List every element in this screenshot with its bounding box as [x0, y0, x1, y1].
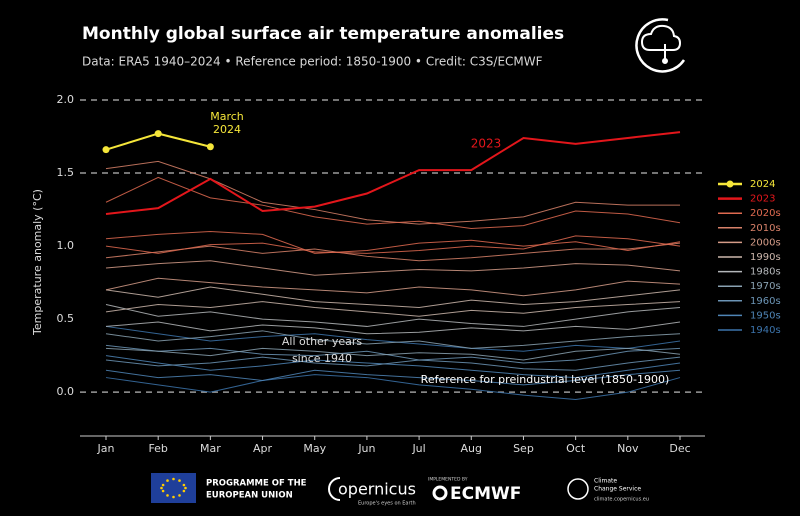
y-tick-label: 0.5 — [57, 312, 75, 325]
year-line — [105, 330, 681, 349]
annotation: 2024 — [213, 123, 241, 136]
year-line — [105, 242, 681, 262]
legend-label: 2023 — [750, 194, 775, 205]
year-line — [105, 277, 681, 297]
footer — [0, 466, 800, 516]
year-line — [105, 286, 681, 308]
year-line — [105, 374, 681, 400]
y-tick-label: 1.5 — [57, 166, 75, 179]
highlight-line — [105, 131, 681, 215]
x-tick-label: Dec — [669, 442, 690, 455]
chart-subtitle: Data: ERA5 1940–2024 • Reference period:… — [82, 55, 543, 69]
c3s-small-icon — [567, 478, 589, 500]
year-line — [105, 355, 681, 379]
year-line — [105, 369, 681, 386]
year-line — [105, 356, 681, 371]
y-tick-label: 1.0 — [57, 239, 75, 252]
c3s-url: climate.copernicus.eu — [594, 497, 649, 503]
ecmwf-icon — [432, 485, 448, 501]
legend-label: 1990s — [750, 252, 781, 263]
point — [154, 130, 162, 138]
copernicus-c — [328, 477, 341, 501]
x-tick-label: May — [303, 442, 326, 455]
annotation: 2023 — [471, 137, 502, 151]
legend-marker — [726, 180, 734, 188]
eu-flag — [151, 473, 196, 503]
eu-text: EUROPEAN UNION — [206, 491, 293, 501]
year-line — [105, 235, 681, 254]
legend-label: 2020s — [750, 208, 781, 219]
year-line — [105, 347, 681, 361]
x-tick-label: Nov — [617, 442, 639, 455]
copernicus-logo: opernicus — [338, 480, 416, 499]
c3s-icon — [635, 18, 686, 73]
x-tick-label: Sep — [513, 442, 534, 455]
legend-label: 1940s — [750, 325, 781, 336]
year-line — [105, 325, 681, 352]
y-tick-label: 2.0 — [57, 93, 75, 106]
year-line — [105, 304, 681, 327]
year-line — [105, 260, 681, 276]
c3s-text: Climate — [594, 478, 617, 485]
ecmwf-logo: ECMWF — [450, 484, 521, 504]
year-line — [105, 160, 680, 225]
annotation: March — [210, 110, 244, 123]
year-line — [105, 230, 681, 254]
plot: 0.0 0.5 1.0 1.5 2.0 Jan Feb Mar Apr May Jun Jul Aug S… — [57, 93, 705, 455]
c3s-text: Change Service — [594, 486, 641, 493]
point — [206, 143, 214, 151]
legend: 2024 2023 2020s 2010s 2000s 1990s 1980s 1970s 19… — [718, 179, 781, 336]
x-tick-label: Jun — [357, 442, 375, 455]
legend-label: 2000s — [750, 237, 781, 248]
y-tick-label: 0.0 — [57, 385, 75, 398]
chart-title: Monthly global surface air temperature a… — [82, 24, 564, 44]
eu-stars — [160, 477, 187, 499]
year-line — [105, 301, 681, 317]
annotation: since 1940 — [292, 352, 352, 365]
x-tick-label: Aug — [461, 442, 482, 455]
year-line — [105, 321, 681, 335]
legend-label: 1980s — [750, 267, 781, 278]
eu-text: PROGRAMME OF THE — [206, 479, 307, 489]
y-axis-label: Temperature anomaly (°C) — [31, 189, 44, 336]
year-line — [105, 344, 681, 364]
copernicus-tagline: Europe's eyes on Earth — [358, 501, 416, 507]
annotation: All other years — [282, 335, 362, 348]
x-tick-label: Mar — [200, 442, 221, 455]
legend-label: 1970s — [750, 281, 781, 292]
x-tick-label: Oct — [566, 442, 586, 455]
year-line — [105, 176, 681, 230]
point — [102, 146, 110, 154]
x-tick-label: Apr — [253, 442, 273, 455]
legend-label: 1950s — [750, 310, 781, 321]
implemented-by: IMPLEMENTED BY — [428, 477, 468, 483]
x-tick-label: Jul — [411, 442, 425, 455]
annotation: Reference for preindustrial level (1850-… — [421, 373, 670, 386]
legend-label: 2024 — [750, 179, 775, 190]
legend-label: 1960s — [750, 296, 781, 307]
legend-label: 2010s — [750, 223, 781, 234]
x-tick-label: Feb — [148, 442, 167, 455]
x-tick-label: Jan — [97, 442, 115, 455]
